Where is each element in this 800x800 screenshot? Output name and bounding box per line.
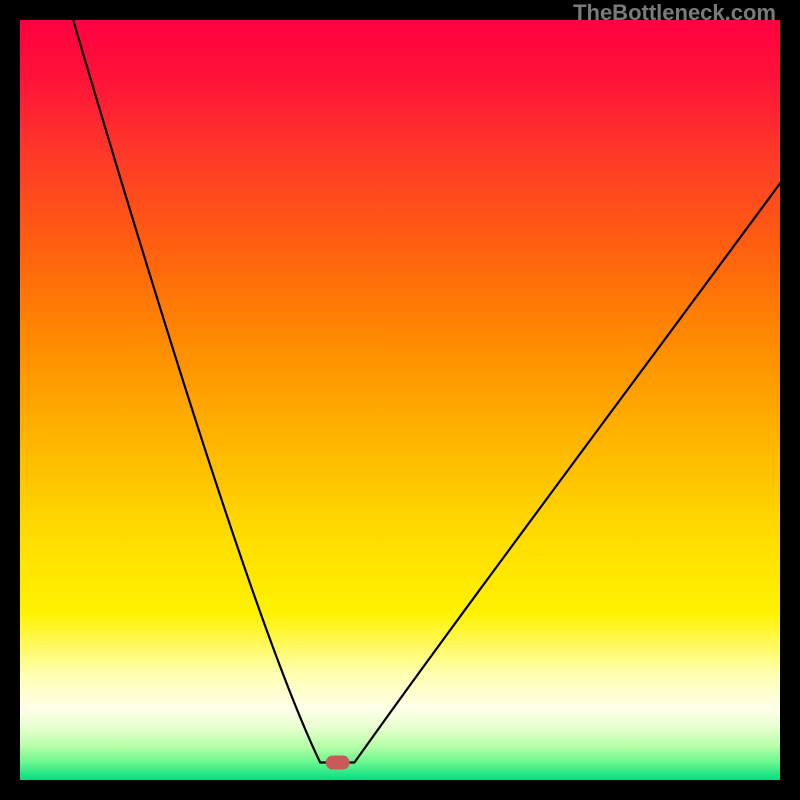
frame-left bbox=[0, 0, 20, 800]
curve-layer bbox=[20, 20, 780, 780]
watermark-text: TheBottleneck.com bbox=[573, 0, 776, 26]
optimal-marker bbox=[326, 756, 350, 770]
plot-area bbox=[20, 20, 780, 780]
frame-right bbox=[780, 0, 800, 800]
frame-bottom bbox=[0, 780, 800, 800]
bottleneck-curve bbox=[73, 20, 780, 763]
